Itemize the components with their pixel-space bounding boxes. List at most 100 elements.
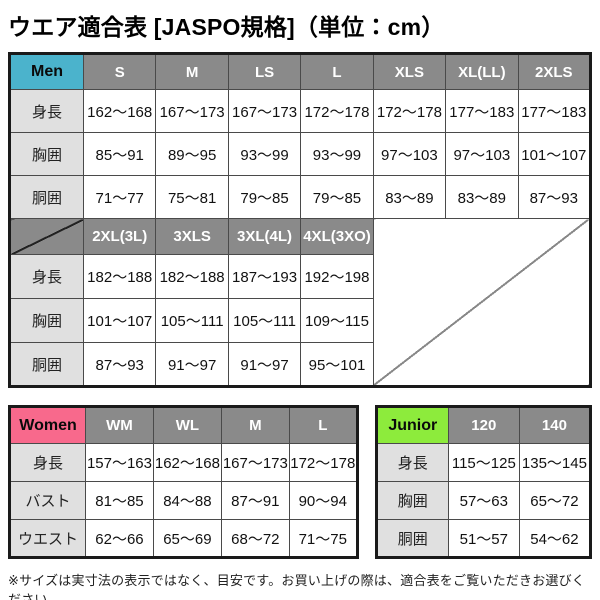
value-cell: 177〜183 [517, 89, 592, 133]
row-label-chest: 胸囲 [9, 132, 84, 176]
value-cell: 90〜94 [288, 481, 358, 520]
value-cell: 68〜72 [220, 519, 290, 558]
men-size-header-xl-ll: XL(LL) [445, 53, 519, 90]
men-size-table: Men S M LS L XLS XL(LL) 2XLS 身長 162〜168 … [8, 52, 592, 388]
value-cell: 172〜178 [372, 89, 447, 133]
value-cell: 91〜97 [155, 342, 229, 387]
value-cell: 177〜183 [445, 89, 519, 133]
junior-waist-row: 胴囲 51〜57 54〜62 [375, 519, 592, 558]
value-cell: 167〜173 [155, 89, 229, 133]
men-header-row: Men S M LS L XLS XL(LL) 2XLS [9, 53, 592, 90]
junior-size-header-120: 120 [447, 406, 520, 444]
junior-group-header: Junior [375, 406, 449, 444]
value-cell: 182〜188 [155, 254, 229, 299]
value-cell: 135〜145 [518, 443, 592, 482]
value-cell: 87〜91 [220, 481, 290, 520]
value-cell: 101〜107 [82, 298, 157, 343]
row-label-waist: 胴囲 [9, 342, 84, 387]
women-waist-row: ウエスト 62〜66 65〜69 68〜72 71〜75 [9, 519, 358, 558]
men-size-header-3xls: 3XLS [155, 218, 229, 255]
value-cell: 105〜111 [227, 298, 302, 343]
men-large-waist-row: 胴囲 87〜93 91〜97 91〜97 95〜101 [9, 342, 591, 387]
men-chest-row: 胸囲 85〜91 89〜95 93〜99 93〜99 97〜103 97〜103… [9, 132, 592, 176]
value-cell: 109〜115 [300, 298, 374, 343]
men-size-header-xls: XLS [372, 53, 447, 90]
men-size-header-l: L [300, 53, 374, 90]
value-cell: 57〜63 [447, 481, 520, 520]
value-cell: 65〜69 [152, 519, 222, 558]
value-cell: 115〜125 [447, 443, 520, 482]
men-height-row: 身長 162〜168 167〜173 167〜173 172〜178 172〜1… [9, 89, 592, 133]
row-label-chest: 胸囲 [375, 481, 449, 520]
value-cell: 157〜163 [85, 443, 154, 482]
men-size-header-2xl-3l: 2XL(3L) [82, 218, 157, 255]
diagonal-empty-region [372, 218, 592, 387]
value-cell: 187〜193 [227, 254, 302, 299]
value-cell: 62〜66 [85, 519, 154, 558]
value-cell: 172〜178 [288, 443, 358, 482]
women-size-header-l: L [288, 406, 358, 444]
men-size-header-4xl-3xo: 4XL(3XO) [300, 218, 374, 255]
men-size-header-2xls: 2XLS [517, 53, 592, 90]
value-cell: 75〜81 [155, 175, 229, 219]
women-height-row: 身長 157〜163 162〜168 167〜173 172〜178 [9, 443, 358, 482]
men-size-header-ls: LS [227, 53, 302, 90]
diagonal-blank-cell [9, 218, 84, 255]
value-cell: 162〜168 [152, 443, 222, 482]
value-cell: 79〜85 [227, 175, 302, 219]
value-cell: 65〜72 [518, 481, 592, 520]
row-label-waist: 胴囲 [375, 519, 449, 558]
value-cell: 97〜103 [445, 132, 519, 176]
men-size-header-s: S [82, 53, 157, 90]
footer-note: ※サイズは実寸法の表示ではなく、目安です。お買い上げの際は、適合表をご覧いただき… [8, 573, 586, 600]
men-large-chest-row: 胸囲 101〜107 105〜111 105〜111 109〜115 [9, 298, 591, 343]
row-label-height: 身長 [9, 443, 86, 482]
men-waist-row: 胴囲 71〜77 75〜81 79〜85 79〜85 83〜89 83〜89 8… [9, 175, 592, 219]
men-large-height-row: 身長 182〜188 182〜188 187〜193 192〜198 [9, 254, 591, 299]
value-cell: 71〜77 [82, 175, 157, 219]
row-label-height: 身長 [375, 443, 449, 482]
value-cell: 93〜99 [227, 132, 302, 176]
women-group-header: Women [9, 406, 86, 444]
junior-height-row: 身長 115〜125 135〜145 [375, 443, 592, 482]
value-cell: 182〜188 [82, 254, 157, 299]
value-cell: 192〜198 [300, 254, 374, 299]
value-cell: 95〜101 [300, 342, 374, 387]
value-cell: 83〜89 [372, 175, 447, 219]
junior-size-header-140: 140 [518, 406, 592, 444]
value-cell: 167〜173 [220, 443, 290, 482]
row-label-waist: 胴囲 [9, 175, 84, 219]
junior-header-row: Junior 120 140 [375, 406, 592, 444]
row-label-waist: ウエスト [9, 519, 86, 558]
value-cell: 97〜103 [372, 132, 447, 176]
value-cell: 71〜75 [288, 519, 358, 558]
value-cell: 87〜93 [517, 175, 592, 219]
value-cell: 172〜178 [300, 89, 374, 133]
value-cell: 87〜93 [82, 342, 157, 387]
value-cell: 105〜111 [155, 298, 229, 343]
value-cell: 54〜62 [518, 519, 592, 558]
value-cell: 84〜88 [152, 481, 222, 520]
men-size-header-3xl-4l: 3XL(4L) [227, 218, 302, 255]
value-cell: 162〜168 [82, 89, 157, 133]
men-group-header: Men [9, 53, 84, 90]
women-size-header-m: M [220, 406, 290, 444]
row-label-height: 身長 [9, 254, 84, 299]
women-header-row: Women WM WL M L [9, 406, 358, 444]
value-cell: 85〜91 [82, 132, 157, 176]
junior-size-table: Junior 120 140 身長 115〜125 135〜145 胸囲 57〜… [374, 405, 592, 559]
value-cell: 81〜85 [85, 481, 154, 520]
women-size-table: Women WM WL M L 身長 157〜163 162〜168 167〜1… [8, 405, 359, 559]
men-size-header-m: M [155, 53, 229, 90]
value-cell: 51〜57 [447, 519, 520, 558]
women-bust-row: バスト 81〜85 84〜88 87〜91 90〜94 [9, 481, 358, 520]
value-cell: 89〜95 [155, 132, 229, 176]
value-cell: 83〜89 [445, 175, 519, 219]
value-cell: 91〜97 [227, 342, 302, 387]
page-title: ウエア適合表 [JASPO規格]（単位：cm） [8, 14, 445, 40]
women-size-header-wm: WM [85, 406, 154, 444]
value-cell: 167〜173 [227, 89, 302, 133]
row-label-bust: バスト [9, 481, 86, 520]
row-label-height: 身長 [9, 89, 84, 133]
